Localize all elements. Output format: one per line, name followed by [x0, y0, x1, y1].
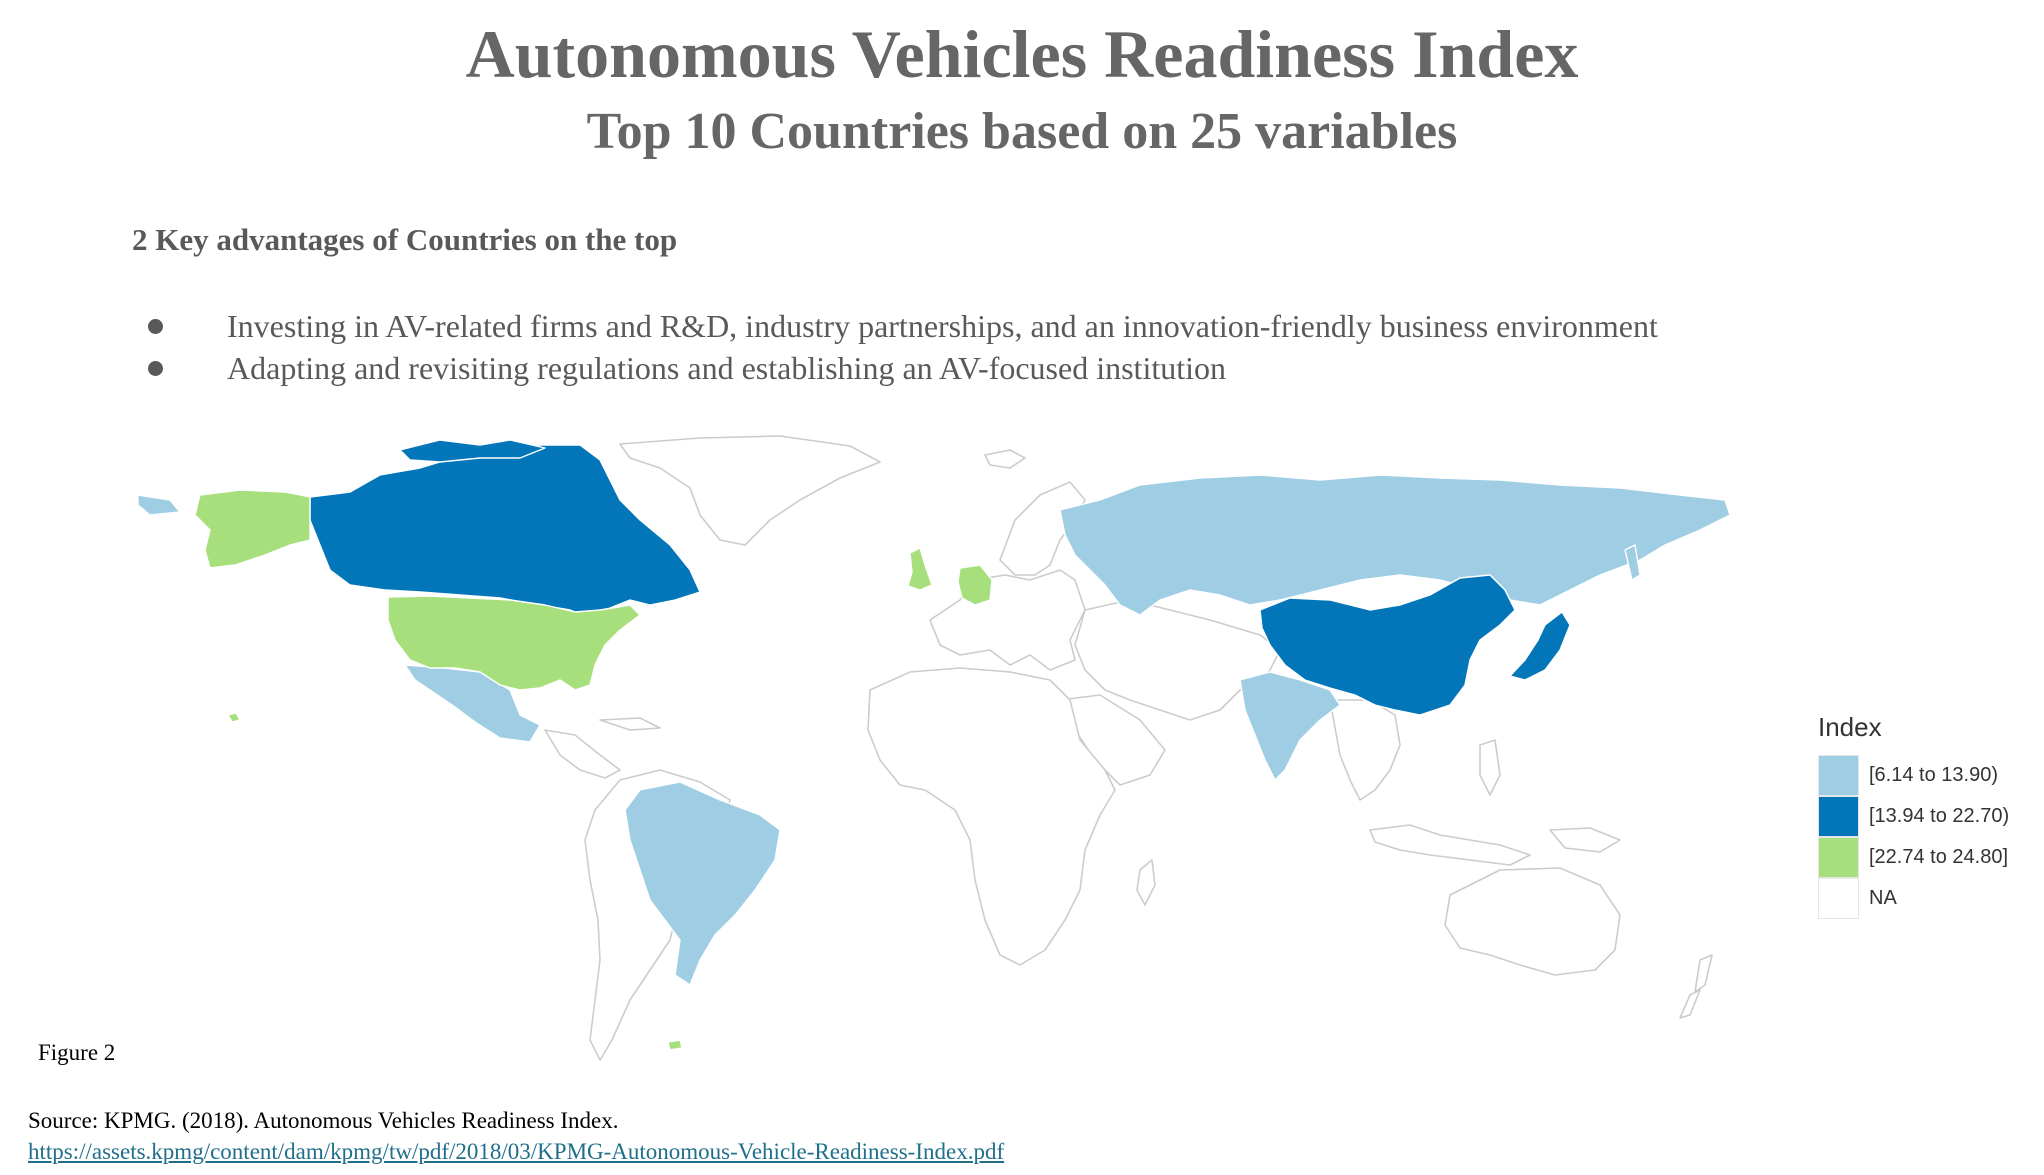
- country-germany: [957, 564, 993, 606]
- advantage-text: Investing in AV-related firms and R&D, i…: [227, 308, 1658, 344]
- page-title: Autonomous Vehicles Readiness Index: [465, 16, 1579, 92]
- legend-swatch: [1818, 878, 1859, 919]
- country-canada-islands: [399, 439, 546, 463]
- region-central-america: [544, 729, 621, 779]
- country-russia: [1059, 474, 1731, 616]
- source-text: Source: KPMG. (2018). Autonomous Vehicle…: [28, 1108, 619, 1133]
- advantage-item: Investing in AV-related firms and R&D, i…: [140, 305, 1658, 347]
- source-link[interactable]: https://assets.kpmg/content/dam/kpmg/tw/…: [28, 1139, 1005, 1164]
- world-map: [137, 435, 1731, 1061]
- region-africa: [867, 667, 1116, 966]
- country-uk: [907, 547, 933, 591]
- country-usa: [387, 595, 641, 691]
- country-brazil: [624, 781, 781, 986]
- countries-mid: [309, 439, 1571, 716]
- country-australia: [1444, 867, 1621, 976]
- legend-item: [13.94 to 22.70): [1818, 796, 2009, 837]
- country-russia-alaska-tip: [137, 494, 181, 516]
- country-falklands: [667, 1039, 683, 1051]
- legend-label: [22.74 to 24.80]: [1869, 846, 2009, 868]
- country-russia-sakhalin: [1624, 544, 1641, 581]
- countries-low: [137, 474, 1731, 986]
- country-new-zealand: [1694, 954, 1713, 993]
- legend-item: [22.74 to 24.80]: [1818, 837, 2009, 878]
- region-indonesia: [1369, 824, 1531, 866]
- source-citation: Source: KPMG. (2018). Autonomous Vehicle…: [28, 1105, 1004, 1167]
- country-usa-alaska: [194, 489, 311, 569]
- advantage-text: Adapting and revisiting regulations and …: [227, 350, 1226, 386]
- advantages-list: Investing in AV-related firms and R&D, i…: [140, 305, 1658, 389]
- region-europe: [929, 569, 1086, 671]
- bullet-icon: [148, 318, 163, 334]
- country-usa-hawaii: [227, 712, 241, 723]
- legend-swatch: [1818, 755, 1859, 796]
- countries-high: [194, 489, 993, 1051]
- legend-label: [6.14 to 13.90): [1869, 764, 1998, 786]
- country-china: [1259, 574, 1516, 716]
- country-india: [1239, 671, 1341, 781]
- region-caribbean: [599, 717, 661, 731]
- country-philippines: [1479, 739, 1501, 796]
- country-madagascar: [1136, 859, 1156, 906]
- legend-title: Index: [1818, 712, 1882, 742]
- country-greenland: [619, 435, 881, 546]
- page-subtitle: Top 10 Countries based on 25 variables: [586, 103, 1458, 160]
- legend-label: [13.94 to 22.70): [1869, 805, 2010, 827]
- region-southeast-asia: [1329, 699, 1401, 801]
- legend-label: NA: [1869, 887, 1897, 909]
- country-iceland: [984, 449, 1026, 469]
- country-papua: [1549, 827, 1621, 853]
- bullet-icon: [148, 360, 163, 376]
- country-new-zealand-south: [1679, 989, 1701, 1019]
- figure-label: Figure 2: [38, 1040, 116, 1065]
- advantages-heading: 2 Key advantages of Countries on the top: [132, 222, 678, 257]
- region-arabia: [1059, 694, 1166, 786]
- advantage-item: Adapting and revisiting regulations and …: [140, 347, 1658, 389]
- region-central-asia: [1074, 599, 1281, 721]
- legend-swatch: [1818, 837, 1859, 878]
- country-canada: [309, 444, 701, 619]
- legend-item: [6.14 to 13.90): [1818, 755, 2009, 796]
- legend-swatch: [1818, 796, 1859, 837]
- legend-item: NA: [1818, 878, 2009, 919]
- na-countries: [544, 435, 1713, 1061]
- country-japan: [1509, 611, 1571, 681]
- map-legend: Index [6.14 to 13.90) [13.94 to 22.70) […: [1818, 712, 2009, 919]
